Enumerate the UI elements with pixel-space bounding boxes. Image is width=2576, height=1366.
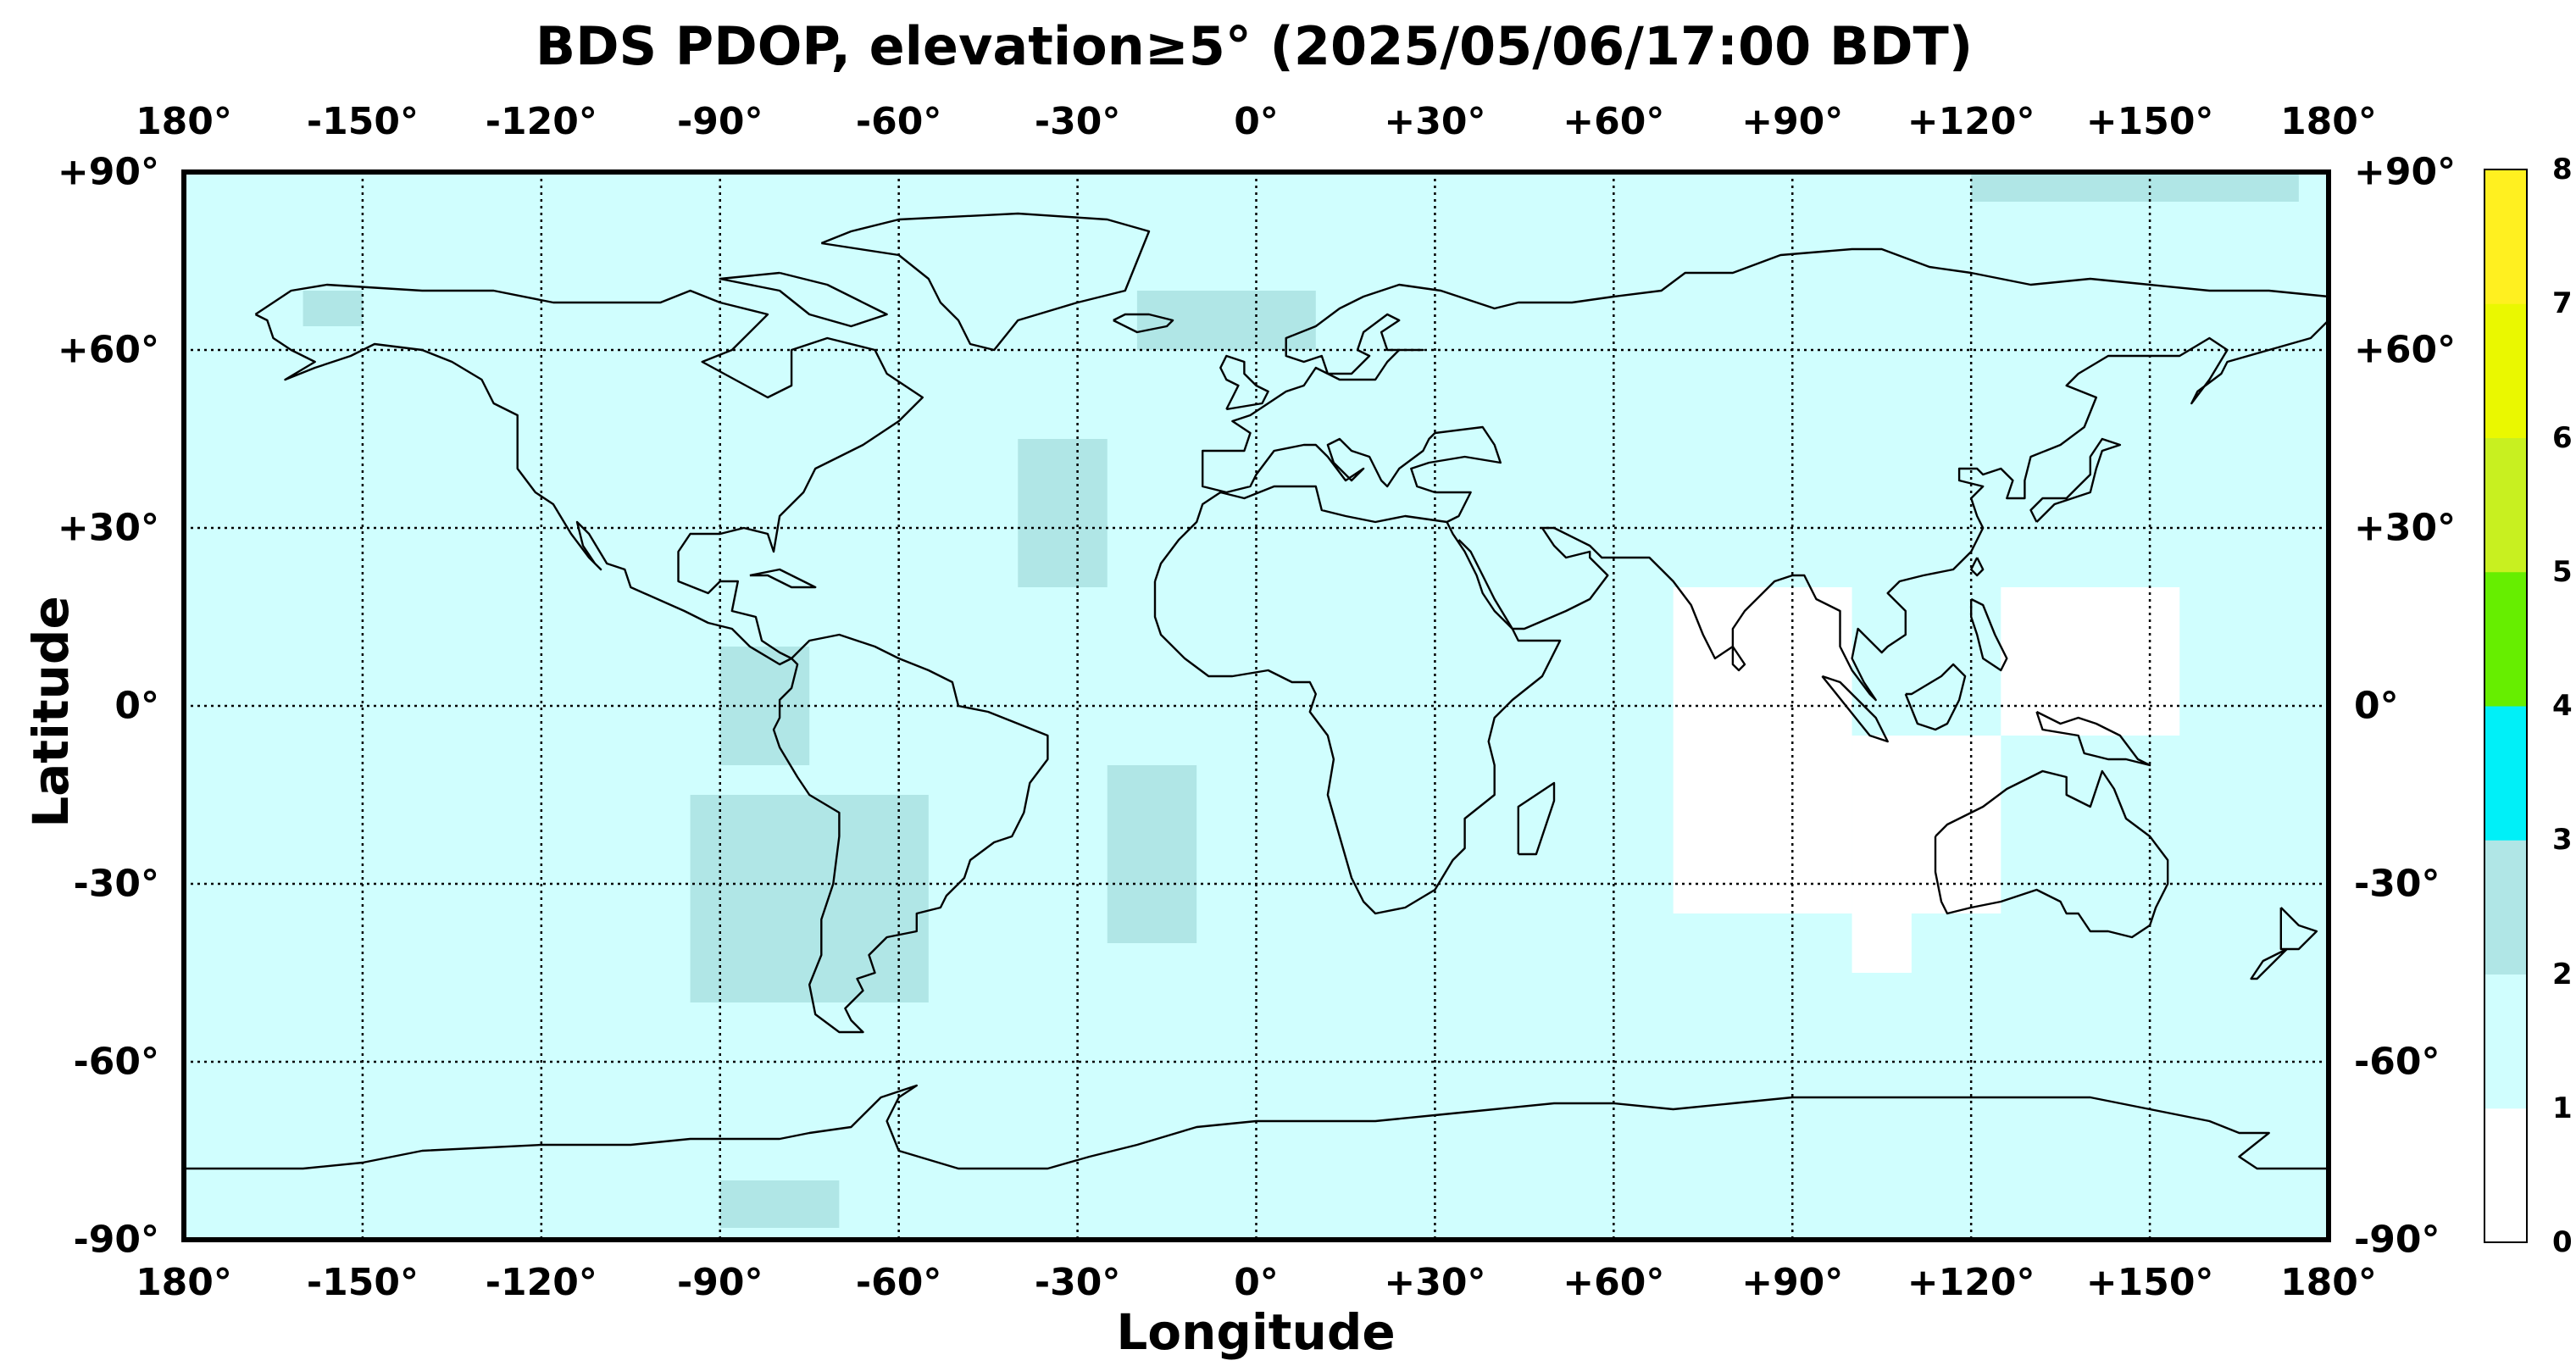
colorbar-bin <box>2484 706 2527 841</box>
chart-title: BDS PDOP, elevation≥5° (2025/05/06/17:00… <box>535 15 1974 77</box>
coastline-philippines <box>1970 597 2008 672</box>
colorbar-tick-label: 7 <box>2552 286 2573 321</box>
colorbar-tick-label: 3 <box>2552 823 2573 858</box>
coastline-asia-south <box>1457 319 2329 702</box>
x-tick-label-bottom: 0° <box>1234 1261 1279 1304</box>
coastline-britain <box>1219 354 1269 411</box>
y-tick-label-right: +90° <box>2354 150 2457 194</box>
pdop-region-2-3 <box>1107 765 1197 943</box>
colorbar-bin <box>2484 1108 2527 1243</box>
y-tick-label-right: -90° <box>2354 1218 2440 1262</box>
y-tick-label-left: +60° <box>57 328 159 372</box>
x-tick-label-bottom: -90° <box>677 1261 763 1304</box>
x-tick-label-bottom: 180° <box>2280 1261 2377 1304</box>
y-tick-label-left: -90° <box>73 1218 160 1262</box>
colorbar-bin <box>2484 974 2527 1109</box>
x-tick-label-bottom: -30° <box>1034 1261 1121 1304</box>
coastline-north-america <box>254 283 924 666</box>
pdop-region-2-3 <box>303 291 363 326</box>
x-tick-label-top: +90° <box>1741 100 1844 143</box>
y-tick-label-left: -60° <box>73 1040 160 1084</box>
colorbar-bin <box>2484 437 2527 573</box>
y-tick-label-left: -30° <box>73 862 160 906</box>
colorbar-bin <box>2484 169 2527 304</box>
x-tick-label-bottom: -60° <box>855 1261 942 1304</box>
x-tick-label-top: 0° <box>1234 100 1279 143</box>
colorbar-bin <box>2484 840 2527 975</box>
pdop-region-0-1 <box>1852 913 1912 973</box>
pdop-region-2-3 <box>1018 439 1108 587</box>
x-tick-label-top: +150° <box>2085 100 2214 143</box>
pdop-region-2-3 <box>719 1180 840 1228</box>
coastline-iceland <box>1113 313 1174 334</box>
pdop-region-2-3 <box>1971 172 2299 202</box>
x-tick-label-top: -120° <box>485 100 597 143</box>
colorbar-tick-label: 6 <box>2552 420 2573 455</box>
pdop-region-2-3 <box>690 795 929 1002</box>
x-tick-label-bottom: +120° <box>1907 1261 2035 1304</box>
x-tick-label-top: +120° <box>1907 100 2035 143</box>
coastline-sri-lanka <box>1731 646 1746 672</box>
x-tick-label-bottom: +90° <box>1741 1261 1844 1304</box>
y-tick-label-right: -60° <box>2354 1040 2440 1084</box>
x-tick-label-top: 180° <box>136 100 232 143</box>
x-tick-label-bottom: -150° <box>306 1261 419 1304</box>
coastline-new-zealand <box>2279 907 2318 951</box>
x-tick-label-top: +60° <box>1563 100 1665 143</box>
y-tick-label-left: +30° <box>57 506 159 550</box>
x-tick-label-top: -60° <box>855 100 942 143</box>
colorbar-bin <box>2484 571 2527 707</box>
coastline-new-guinea <box>2035 710 2151 767</box>
x-tick-label-bottom: 180° <box>136 1261 232 1304</box>
colorbar-tick-label: 5 <box>2552 554 2573 589</box>
colorbar-tick-label: 1 <box>2552 1091 2573 1125</box>
y-tick-label-right: +30° <box>2354 506 2457 550</box>
coastline-baffin <box>719 271 888 328</box>
x-tick-label-top: -150° <box>306 100 419 143</box>
coastline-australia <box>1934 769 2169 939</box>
pdop-region-2-3 <box>1136 291 1316 350</box>
pdop-region-0-1 <box>1673 587 1852 913</box>
coastline-south-america <box>772 633 1049 1034</box>
coastline-new-zealand-south <box>2250 947 2288 980</box>
x-tick-label-bottom: +60° <box>1563 1261 1665 1304</box>
colorbar-tick-label: 2 <box>2552 957 2573 991</box>
colorbar-tick-label: 8 <box>2552 153 2573 186</box>
y-tick-label-right: 0° <box>2354 684 2399 728</box>
coastline-japan <box>2029 437 2122 523</box>
coastline-africa-south <box>1153 521 1562 915</box>
y-tick-label-right: -30° <box>2354 862 2440 906</box>
colorbar-tick-label: 0 <box>2552 1225 2573 1259</box>
coastline-antarctica <box>184 1084 2329 1170</box>
colorbar-frame <box>2484 169 2528 1243</box>
x-tick-label-top: -30° <box>1034 100 1121 143</box>
coastline-taiwan <box>1970 557 1985 577</box>
coastline-madagascar <box>1517 781 1556 856</box>
x-tick-label-top: +30° <box>1384 100 1486 143</box>
pdop-region-0-1 <box>2001 587 2180 736</box>
colorbar-bin <box>2484 303 2527 438</box>
y-axis-label: Latitude <box>22 596 80 828</box>
x-tick-label-bottom: +150° <box>2085 1261 2214 1304</box>
colorbar-tick-label: 4 <box>2552 689 2573 723</box>
coastline-cuba <box>749 568 817 589</box>
coastline-borneo <box>1904 663 1967 731</box>
y-tick-label-left: +90° <box>57 150 159 194</box>
y-tick-label-right: +60° <box>2354 328 2457 372</box>
x-tick-label-top: 180° <box>2280 100 2377 143</box>
x-tick-label-bottom: +30° <box>1384 1261 1486 1304</box>
x-tick-label-bottom: -120° <box>485 1261 597 1304</box>
map-frame <box>181 169 2331 1242</box>
y-tick-label-left: 0° <box>114 684 159 728</box>
x-tick-label-top: -90° <box>677 100 763 143</box>
pdop-region-0-1 <box>1852 736 2001 913</box>
x-axis-label: Longitude <box>1116 1303 1396 1361</box>
